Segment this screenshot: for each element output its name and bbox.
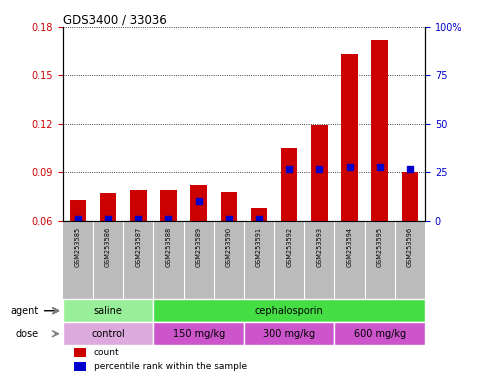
Text: agent: agent — [11, 306, 39, 316]
Bar — [154, 299, 425, 322]
Text: GSM253594: GSM253594 — [347, 227, 353, 267]
Point — [315, 166, 323, 172]
Point — [346, 164, 354, 170]
Bar — [402, 172, 418, 220]
Bar — [190, 185, 207, 220]
Text: GSM253591: GSM253591 — [256, 227, 262, 267]
Point — [165, 216, 172, 222]
Text: GSM253595: GSM253595 — [377, 227, 383, 267]
Bar — [63, 299, 154, 322]
Point — [104, 216, 112, 222]
Text: percentile rank within the sample: percentile rank within the sample — [94, 362, 247, 371]
Text: GDS3400 / 33036: GDS3400 / 33036 — [63, 14, 167, 27]
Text: GSM253590: GSM253590 — [226, 227, 232, 267]
Bar — [100, 193, 116, 220]
Text: dose: dose — [15, 329, 39, 339]
Text: GSM253586: GSM253586 — [105, 227, 111, 267]
Text: 150 mg/kg: 150 mg/kg — [172, 329, 225, 339]
Text: GSM253587: GSM253587 — [135, 227, 141, 267]
Bar — [221, 192, 237, 220]
Bar — [70, 200, 86, 220]
Text: saline: saline — [94, 306, 123, 316]
Bar — [311, 125, 327, 220]
Point — [285, 166, 293, 172]
Point — [376, 164, 384, 170]
Point — [406, 166, 414, 172]
Bar — [73, 348, 86, 358]
Bar — [244, 322, 334, 345]
Text: GSM253592: GSM253592 — [286, 227, 292, 267]
Bar — [154, 322, 244, 345]
Bar — [251, 208, 267, 220]
Point — [255, 216, 263, 222]
Bar — [341, 54, 358, 220]
Text: GSM253589: GSM253589 — [196, 227, 201, 267]
Text: count: count — [94, 348, 119, 358]
Text: 600 mg/kg: 600 mg/kg — [354, 329, 406, 339]
Bar — [371, 40, 388, 220]
Bar — [73, 362, 86, 371]
Bar — [160, 190, 177, 220]
Point — [74, 216, 82, 222]
Bar — [63, 322, 154, 345]
Bar — [281, 148, 298, 220]
Point — [195, 198, 202, 204]
Bar — [334, 322, 425, 345]
Text: 300 mg/kg: 300 mg/kg — [263, 329, 315, 339]
Text: GSM253588: GSM253588 — [166, 227, 171, 267]
Text: GSM253593: GSM253593 — [316, 227, 322, 267]
Text: GSM253596: GSM253596 — [407, 227, 413, 267]
Text: GSM253585: GSM253585 — [75, 227, 81, 267]
Bar — [130, 190, 146, 220]
Text: cephalosporin: cephalosporin — [255, 306, 324, 316]
Point — [225, 216, 233, 222]
Text: control: control — [91, 329, 125, 339]
Point — [134, 216, 142, 222]
